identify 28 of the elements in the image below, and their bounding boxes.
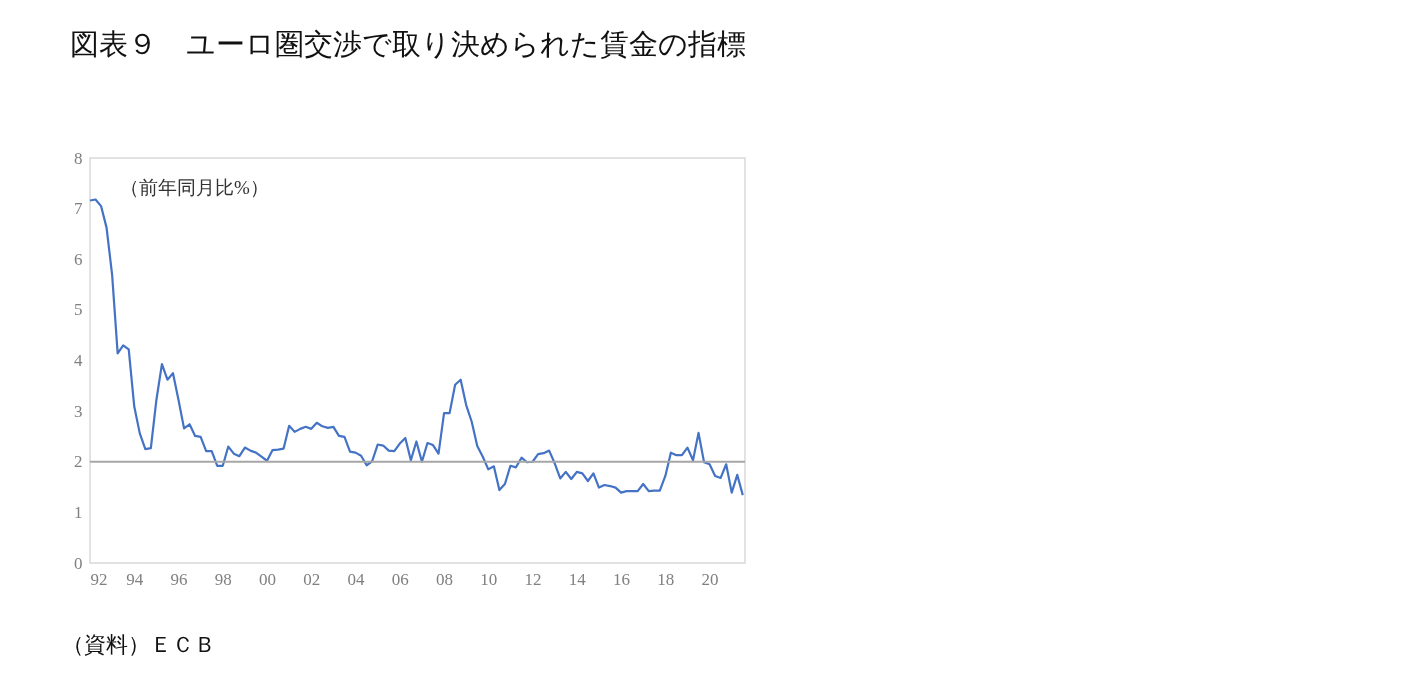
- x-tick-label: 10: [480, 569, 498, 589]
- x-tick-label: 14: [568, 569, 587, 589]
- y-tick-label: 1: [74, 502, 83, 522]
- x-tick-label: 04: [347, 569, 366, 589]
- y-axis-title: （前年同月比%）: [120, 177, 269, 198]
- x-tick-label: 98: [214, 569, 232, 589]
- x-tick-label: 08: [436, 569, 454, 589]
- x-tick-label: 92: [90, 569, 108, 589]
- y-tick-label: 5: [74, 300, 83, 320]
- x-tick-label: 96: [170, 569, 188, 589]
- x-tick-label: 20: [701, 569, 719, 589]
- y-tick-label: 6: [74, 249, 83, 269]
- x-tick-label: 12: [524, 569, 542, 589]
- chart-title: 図表９ ユーロ圏交渉で取り決められた賃金の指標: [69, 27, 747, 62]
- x-tick-label: 16: [613, 569, 631, 589]
- y-tick-label: 8: [74, 148, 83, 168]
- x-tick-label: 94: [126, 569, 144, 589]
- y-tick-label: 2: [74, 452, 83, 472]
- x-tick-label: 06: [391, 569, 409, 589]
- y-tick-label: 7: [74, 199, 83, 219]
- y-tick-label: 4: [74, 351, 83, 370]
- y-tick-label: 3: [74, 401, 83, 421]
- x-tick-label: 02: [303, 569, 321, 589]
- line-series: [90, 198, 744, 497]
- text: （資料）ＥＣＢ: [62, 631, 216, 659]
- x-tick-label: 00: [259, 569, 277, 589]
- y-tick-label: 0: [74, 553, 83, 573]
- x-tick-label: 18: [657, 569, 675, 589]
